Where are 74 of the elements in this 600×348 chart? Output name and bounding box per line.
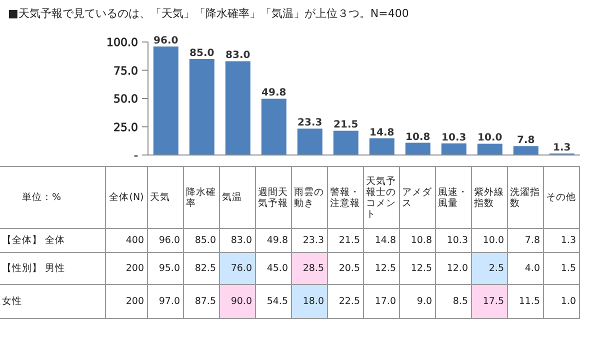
x-tick-label: 雨雲の動き bbox=[292, 167, 328, 229]
x-tick-label: その他 bbox=[544, 167, 580, 229]
data-label: 83.0 bbox=[226, 50, 250, 62]
data-label: 12.0 bbox=[436, 253, 472, 285]
x-tick-label: 週間天気予報 bbox=[256, 167, 292, 229]
data-label: 200 bbox=[105, 253, 148, 285]
data-label: 10.8 bbox=[400, 229, 436, 253]
data-label: 97.0 bbox=[148, 285, 184, 319]
data-label: 7.8 bbox=[508, 229, 544, 253]
data-label: 200 bbox=[105, 285, 148, 319]
data-label: 10.0 bbox=[472, 229, 508, 253]
data-label: 4.0 bbox=[508, 253, 544, 285]
x-tick-label: 風速・風量 bbox=[436, 167, 472, 229]
x-tick-label: 降水確率 bbox=[184, 167, 220, 229]
data-label: 18.0 bbox=[292, 285, 328, 319]
data-label: 96.0 bbox=[154, 36, 178, 47]
data-label: 21.5 bbox=[328, 229, 364, 253]
data-label: 82.5 bbox=[184, 253, 220, 285]
data-label: 1.5 bbox=[544, 253, 580, 285]
data-label: 14.8 bbox=[370, 127, 394, 138]
x-tick-label: 気温 bbox=[220, 167, 256, 229]
chart-title: ■天気予報で見ているのは、「天気」「降水確率」「気温」が上位３つ。N=400 bbox=[8, 6, 409, 21]
data-label: 1.0 bbox=[544, 285, 580, 319]
data-label: 9.0 bbox=[400, 285, 436, 319]
data-label: 14.8 bbox=[364, 229, 400, 253]
y-tick-label: 50.0 bbox=[114, 92, 138, 106]
data-label: 11.5 bbox=[508, 285, 544, 319]
x-tick-label: アメダス bbox=[400, 167, 436, 229]
data-label: 95.0 bbox=[148, 253, 184, 285]
data-label: 76.0 bbox=[220, 253, 256, 285]
data-label: 10.3 bbox=[442, 132, 466, 144]
text: 単位：% bbox=[22, 191, 62, 204]
data-label: 10.8 bbox=[406, 132, 430, 143]
data-label: 87.5 bbox=[184, 285, 220, 319]
data-label: 7.8 bbox=[517, 135, 535, 146]
data-label: 54.5 bbox=[256, 285, 292, 319]
data-label: 45.0 bbox=[256, 253, 292, 285]
x-tick-label: 洗濯指数 bbox=[508, 167, 544, 229]
data-label: 10.3 bbox=[436, 229, 472, 253]
data-label: 83.0 bbox=[220, 229, 256, 253]
data-label: 21.5 bbox=[334, 120, 358, 131]
data-label: 400 bbox=[105, 229, 148, 253]
data-label: 20.5 bbox=[328, 253, 364, 285]
data-label: 23.3 bbox=[292, 229, 328, 253]
data-label: 12.5 bbox=[364, 253, 400, 285]
x-tick-label: 警報・注意報 bbox=[328, 167, 364, 229]
data-label: 96.0 bbox=[148, 229, 184, 253]
x-tick-label: 天気 bbox=[148, 167, 184, 229]
x-tick-label: 天気予報士のコメント bbox=[364, 167, 400, 229]
data-label: 28.5 bbox=[292, 253, 328, 285]
data-label: 90.0 bbox=[220, 285, 256, 319]
data-label: 49.8 bbox=[256, 229, 292, 253]
data-label: 2.5 bbox=[472, 253, 508, 285]
data-label: 10.0 bbox=[478, 132, 502, 144]
data-label: 85.0 bbox=[190, 48, 214, 59]
y-tick-label: 25.0 bbox=[114, 120, 138, 134]
data-label: 8.5 bbox=[436, 285, 472, 319]
y-tick-label: 【全体】 全体 bbox=[0, 229, 105, 253]
y-tick-label: 75.0 bbox=[114, 64, 138, 78]
data-label: 49.8 bbox=[262, 88, 286, 99]
x-tick-label: 全体(N) bbox=[105, 167, 148, 229]
data-label: 1.3 bbox=[544, 229, 580, 253]
data-label: 22.5 bbox=[328, 285, 364, 319]
y-tick-label: 女性 bbox=[0, 285, 105, 319]
y-tick-label: - bbox=[134, 149, 138, 162]
data-label: 23.3 bbox=[298, 118, 322, 129]
x-tick-label: 紫外線指数 bbox=[472, 167, 508, 229]
y-tick-label: 【性別】 男性 bbox=[0, 253, 105, 285]
data-label: 85.0 bbox=[184, 229, 220, 253]
data-label: 1.3 bbox=[553, 142, 571, 154]
data-label: 12.5 bbox=[400, 253, 436, 285]
data-label: 17.0 bbox=[364, 285, 400, 319]
data-label: 17.5 bbox=[472, 285, 508, 319]
y-tick-label: 100.0 bbox=[106, 36, 138, 49]
